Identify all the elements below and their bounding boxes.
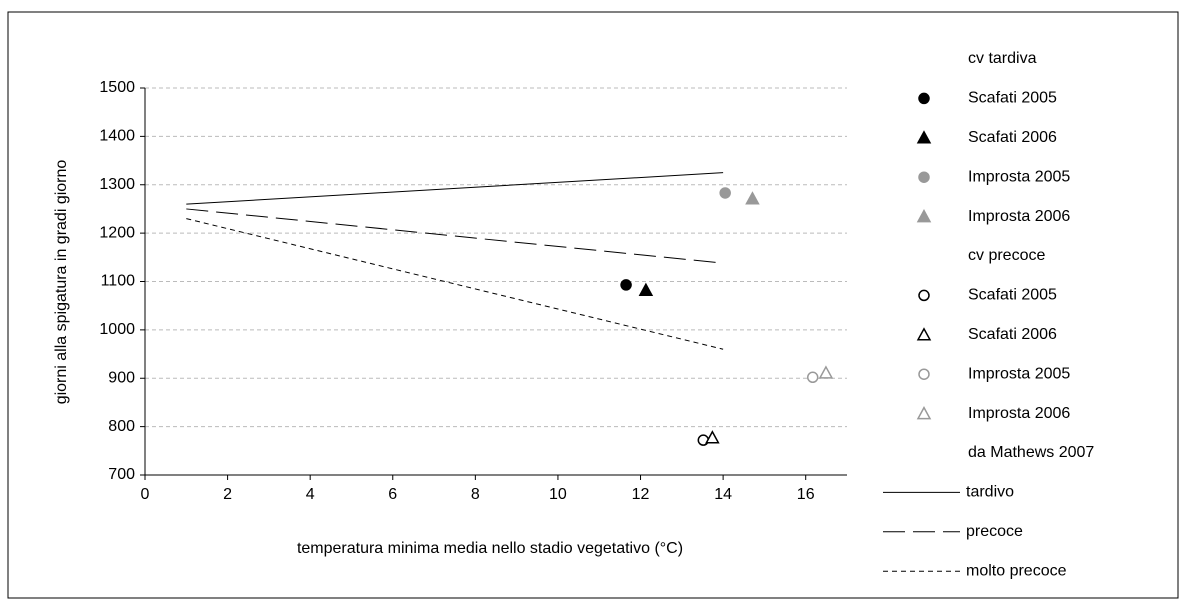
y-tick-label: 700 [108, 466, 135, 483]
legend-label: molto precoce [966, 562, 1067, 579]
y-tick-label: 800 [108, 418, 135, 435]
y-tick-label: 1200 [99, 224, 135, 241]
point [638, 282, 654, 296]
x-tick-label: 14 [714, 486, 732, 503]
legend-marker [918, 171, 930, 183]
point [620, 279, 632, 291]
legend-label: Improsta 2005 [968, 168, 1070, 185]
legend-label: Improsta 2005 [968, 365, 1070, 382]
y-tick-label: 1400 [99, 128, 135, 145]
legend-marker [918, 92, 930, 105]
x-tick-label: 10 [549, 486, 567, 503]
trend-line [186, 172, 724, 205]
point [806, 371, 819, 384]
x-tick-label: 8 [471, 486, 480, 503]
x-tick-label: 16 [797, 486, 815, 503]
point [818, 365, 834, 379]
legend-group-title: cv tardiva [968, 50, 1037, 67]
legend-label: Improsta 2006 [968, 208, 1070, 225]
point [705, 430, 720, 444]
x-tick-label: 2 [223, 486, 232, 503]
x-tick-label: 6 [388, 486, 397, 503]
y-tick-label: 1000 [99, 321, 135, 338]
y-tick-label: 1100 [101, 273, 136, 290]
x-tick-label: 0 [141, 486, 150, 503]
y-axis-title: giorni alla spigatura in gradi giorno [53, 160, 70, 405]
legend-marker [916, 130, 932, 144]
legend-group-title: da Mathews 2007 [968, 444, 1094, 461]
trend-line [186, 208, 724, 264]
legend-marker [916, 327, 932, 341]
trend-line [186, 218, 724, 350]
x-axis-title: temperatura minima media nello stadio ve… [297, 540, 683, 557]
legend-label: Scafati 2006 [968, 326, 1057, 343]
y-tick-label: 900 [108, 369, 135, 386]
legend-label: Improsta 2006 [968, 405, 1070, 422]
legend-label: tardivo [966, 484, 1014, 501]
y-tick-label: 1500 [99, 79, 135, 96]
y-tick-label: 1300 [99, 176, 135, 193]
legend-marker [916, 406, 932, 420]
point [719, 187, 731, 199]
legend-marker [916, 209, 932, 223]
x-tick-label: 4 [306, 486, 315, 503]
legend-marker [918, 289, 930, 302]
legend-group-title: cv precoce [968, 247, 1045, 264]
legend-label: Scafati 2006 [968, 129, 1057, 146]
chart-frame [7, 11, 1179, 599]
legend-label: Scafati 2005 [968, 90, 1057, 107]
point [697, 434, 710, 446]
x-tick-label: 12 [632, 486, 650, 503]
point [745, 191, 760, 205]
legend-label: Scafati 2005 [968, 287, 1057, 304]
legend-label: precoce [966, 523, 1023, 540]
legend-marker [918, 368, 930, 380]
